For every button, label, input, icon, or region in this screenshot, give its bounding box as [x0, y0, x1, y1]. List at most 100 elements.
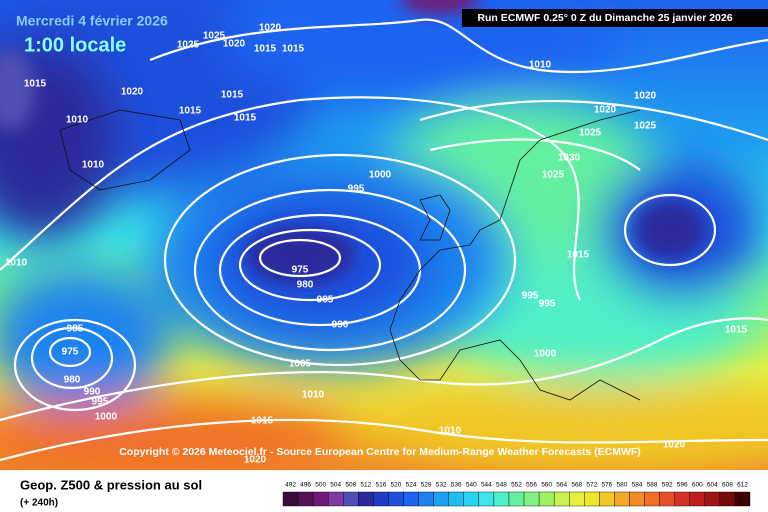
colorbar-swatch: [538, 491, 555, 507]
isobar-label: 995: [92, 397, 109, 408]
colorbar-label: 492: [285, 482, 296, 489]
isobars: [0, 18, 768, 462]
isobar-label: 1020: [594, 105, 617, 116]
isobar-label: 990: [84, 387, 101, 398]
colorbar-label: 512: [360, 482, 371, 489]
isobar-label: 1020: [244, 455, 267, 466]
isobar-label: 1015: [254, 44, 277, 55]
colorbar-swatch: [463, 491, 480, 507]
isobar-label: 1015: [221, 90, 244, 101]
colorbar-label: 516: [375, 482, 386, 489]
isobar-label: 1015: [251, 416, 274, 427]
colorbar-label: 560: [541, 482, 552, 489]
colorbar-swatch: [433, 491, 449, 507]
colorbar-swatch: [403, 491, 419, 507]
colorbar-label: 580: [617, 482, 628, 489]
colorbar-swatch: [282, 491, 299, 507]
isobar-label: 1000: [534, 349, 557, 360]
colorbar-label: 588: [647, 482, 658, 489]
isobar-label: 1015: [725, 325, 748, 336]
isobar-label: 980: [297, 280, 314, 291]
colorbar-swatch: [478, 491, 495, 507]
isobar-label: 1010: [302, 390, 325, 401]
colorbar-label: 608: [722, 482, 733, 489]
map-date: Mercredi 4 février 2026: [16, 13, 168, 29]
colorbar-label: 576: [601, 482, 612, 489]
colorbar-swatch: [493, 491, 510, 507]
isobar-label: 975: [292, 265, 309, 276]
isobar-label: 1010: [82, 160, 105, 171]
colorbar-label: 524: [406, 482, 417, 489]
isobar-labels: 1015101010101010102010251025102010201015…: [5, 23, 748, 466]
colorbar-label: 540: [466, 482, 477, 489]
isobar-label: 1025: [634, 121, 657, 132]
isobar-label: 1020: [634, 91, 657, 102]
colorbar-swatch: [644, 491, 660, 507]
colorbar-swatch: [719, 491, 736, 507]
isobar-label: 995: [348, 184, 365, 195]
isobar-label: 980: [64, 375, 81, 386]
colorbar-swatch: [523, 491, 540, 507]
colorbar-label: 604: [707, 482, 718, 489]
isobar-label: 1010: [5, 258, 28, 269]
colorbar-label: 600: [692, 482, 703, 489]
lead-time: (+ 240h): [20, 498, 58, 509]
isobar-label: 995: [539, 299, 556, 310]
colorbar-swatch: [373, 491, 389, 507]
isobar-label: 1005: [289, 359, 312, 370]
colorbar-swatch: [343, 491, 359, 507]
colorbar-label: 532: [436, 482, 447, 489]
colorbar-label: 536: [451, 482, 462, 489]
colorbar-label: 552: [511, 482, 522, 489]
isobar-label: 1015: [24, 79, 47, 90]
colorbar-label: 504: [330, 482, 341, 489]
colorbar-label: 496: [300, 482, 311, 489]
isobar-label: 1015: [282, 44, 305, 55]
isobar-label: 1010: [529, 60, 552, 71]
colorbar-label: 584: [632, 482, 643, 489]
isobar-label: 1025: [177, 40, 200, 51]
colorbar-swatch: [358, 491, 374, 507]
colorbar-swatch: [674, 491, 690, 507]
isobar-label: 1030: [558, 153, 581, 164]
colorbar-label: 572: [586, 482, 597, 489]
colorbar-label: 564: [556, 482, 567, 489]
isobar-label: 1000: [95, 412, 118, 423]
isobar-label: 1020: [259, 23, 282, 34]
isobar-label: 1010: [66, 115, 89, 126]
colorbar-label: 528: [421, 482, 432, 489]
colorbar-swatch: [448, 491, 464, 507]
isobar-label: 1010: [439, 426, 462, 437]
colorbar-swatch: [508, 491, 525, 507]
colorbar-swatch: [327, 491, 344, 507]
run-banner: [462, 9, 768, 27]
colorbar-swatch: [689, 491, 706, 507]
colorbar-swatch: [734, 491, 751, 507]
colorbar-swatch: [584, 491, 600, 507]
isobar-label: 995: [522, 291, 539, 302]
colorbar-swatch: [553, 491, 570, 507]
colorbar-swatch: [629, 491, 645, 507]
isobar-label: 985: [67, 324, 84, 335]
isobar-label: 975: [62, 347, 79, 358]
colorbar-label: 544: [481, 482, 492, 489]
copyright: Copyright © 2026 Meteociel.fr - Source E…: [119, 446, 641, 458]
colorbar-label: 520: [391, 482, 402, 489]
colorbar-label: 596: [677, 482, 688, 489]
colorbar-swatch: [388, 491, 404, 507]
run-info: Run ECMWF 0.25° 0 Z du Dimanche 25 janvi…: [477, 12, 732, 24]
isobar-label: 1020: [121, 87, 144, 98]
isobar-label: 1025: [542, 170, 565, 181]
colorbar-label: 500: [315, 482, 326, 489]
colorbar-label: 508: [345, 482, 356, 489]
isobar-label: 1015: [234, 113, 257, 124]
colorbar-label: 568: [571, 482, 582, 489]
isobar-label: 1025: [203, 31, 226, 42]
colorbar-swatch: [569, 491, 585, 507]
colorbar: 492 496 500 504 508 512 516 520 524 528 532 536 540 5…: [282, 482, 751, 507]
field: 1015101010101010102010251025102010201015…: [0, 0, 768, 470]
colorbar-swatch: [297, 491, 314, 507]
local-time: 1:00 locale: [24, 34, 126, 56]
colorbar-swatch: [418, 491, 434, 507]
